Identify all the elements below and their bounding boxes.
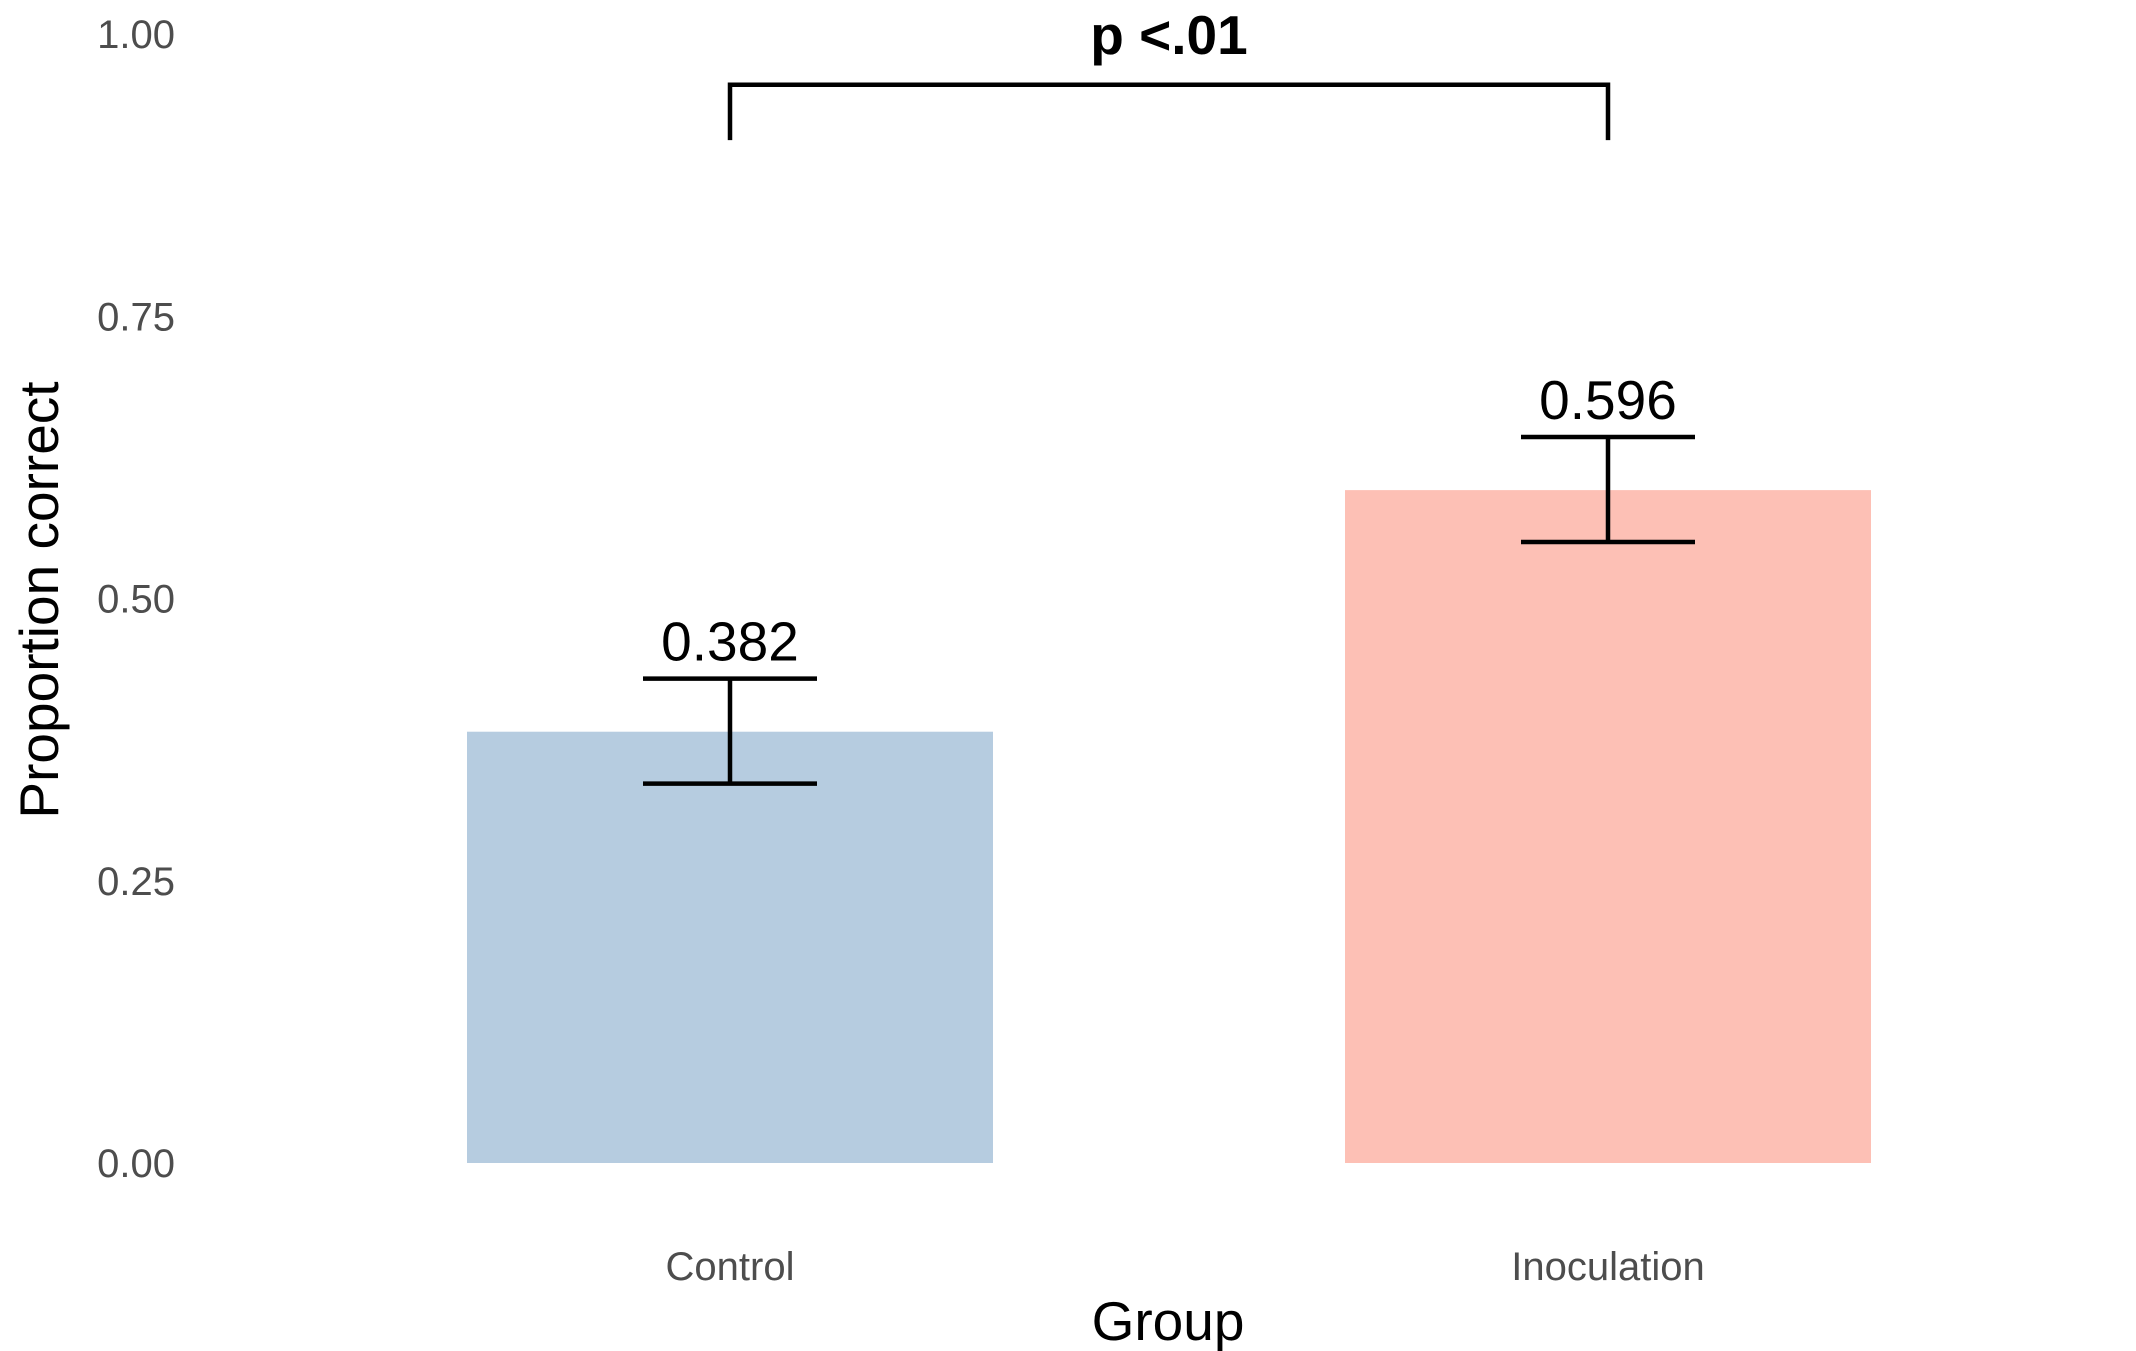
y-tick-label: 0.50 bbox=[97, 578, 175, 622]
bar-control bbox=[467, 731, 993, 1163]
y-tick-label: 1.00 bbox=[97, 13, 175, 57]
error-bars bbox=[643, 434, 1695, 786]
y-tick-label: 0.75 bbox=[97, 295, 175, 339]
y-axis-title: Proportion correct bbox=[8, 381, 70, 818]
significance-bracket bbox=[727, 82, 1611, 141]
significance-label: p <.01 bbox=[1090, 4, 1247, 66]
y-tick-label: 0.25 bbox=[97, 860, 175, 904]
significance-annotation: p <.01 bbox=[727, 4, 1611, 141]
x-axis-title: Group bbox=[1092, 1290, 1245, 1351]
x-axis-tick-labels: Control Inoculation bbox=[666, 1245, 1705, 1289]
value-label: 0.596 bbox=[1539, 369, 1677, 431]
y-tick-label: 0.00 bbox=[97, 1142, 175, 1186]
bar-inoculation bbox=[1345, 490, 1871, 1164]
y-axis-tick-labels: 0.00 0.25 0.50 0.75 1.00 bbox=[97, 13, 175, 1186]
x-tick-label: Control bbox=[666, 1245, 795, 1289]
value-label: 0.382 bbox=[661, 611, 799, 673]
bars bbox=[467, 490, 1871, 1164]
x-tick-label: Inoculation bbox=[1511, 1245, 1704, 1289]
value-labels: 0.382 0.596 bbox=[661, 369, 1677, 673]
